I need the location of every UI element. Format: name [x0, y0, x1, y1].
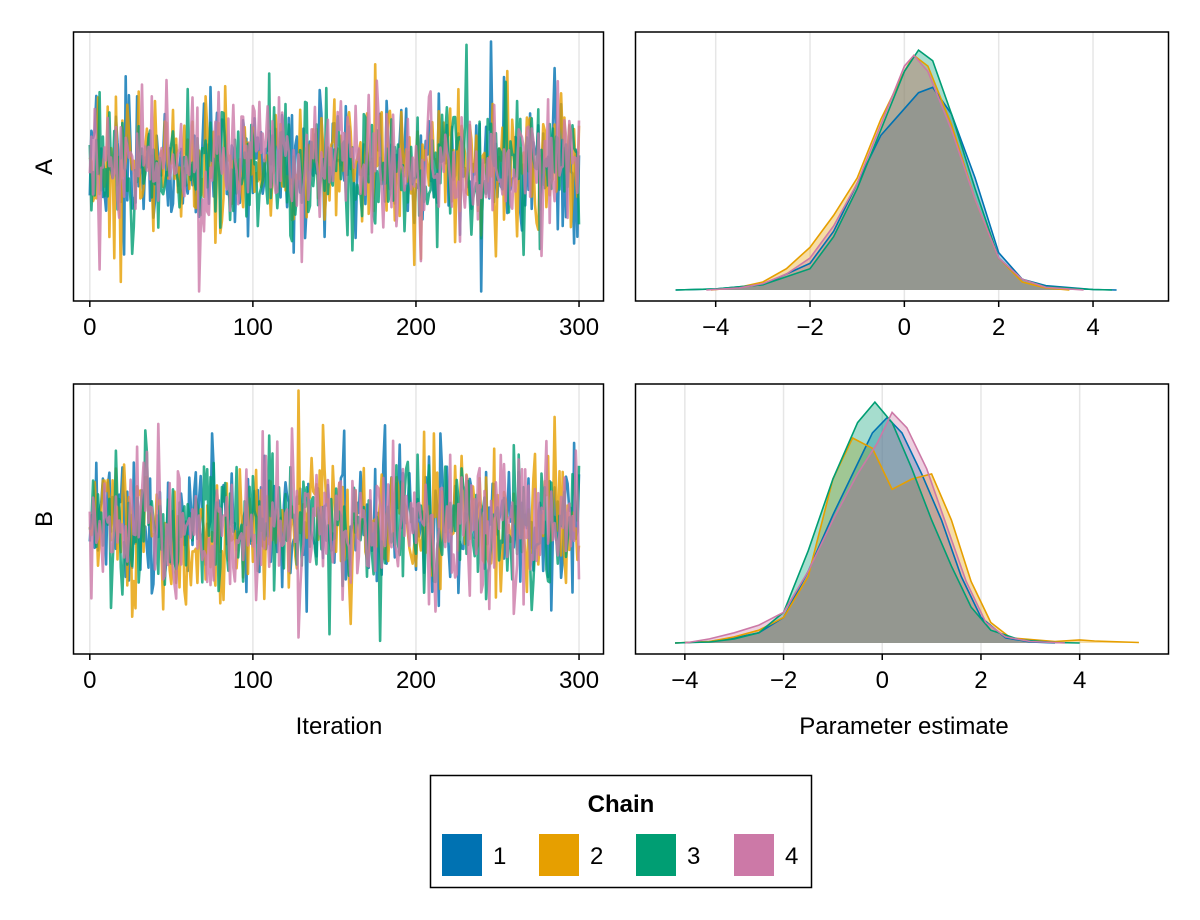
trace-1-tick-label: 0: [83, 667, 96, 694]
density-1-tick-label: −4: [671, 667, 698, 694]
density-0-frame: [634, 31, 1170, 302]
trace-0-series-chain-4: [88, 78, 581, 293]
trace-0-tick-label: 300: [559, 314, 599, 341]
legend: Chain 1 2 3 4: [429, 774, 813, 889]
legend-label-4: 4: [785, 843, 798, 870]
density-1-line-chain-2: [674, 436, 1139, 644]
trace-1-frame: [72, 383, 605, 655]
density-0-tick-label: 4: [1086, 314, 1099, 341]
density-1-line-chain-4: [684, 411, 1065, 644]
density-0-tick-label: 0: [898, 314, 911, 341]
trace-0-frame: [72, 31, 605, 302]
legend-swatch-2: [539, 834, 579, 876]
density-0-line-chain-4: [706, 54, 1084, 291]
trace-1-series-chain-4: [88, 422, 581, 639]
x-axis-label-parameter-estimate: Parameter estimate: [799, 713, 1008, 740]
density-0-tick-label: −4: [702, 314, 729, 341]
density-0-tick-label: 2: [992, 314, 1005, 341]
density-1-frame: [634, 383, 1170, 655]
row-label-b: B: [31, 511, 58, 527]
legend-label-3: 3: [687, 843, 700, 870]
trace-panel-a: 0 100 200 300: [72, 31, 605, 341]
legend-label-2: 2: [590, 843, 603, 870]
x-axis-label-iteration: Iteration: [296, 713, 383, 740]
legend-label-1: 1: [493, 843, 506, 870]
density-1-tick-label: 2: [974, 667, 987, 694]
trace-1-tick-label: 300: [559, 667, 599, 694]
density-1-tick-label: −2: [770, 667, 797, 694]
density-0-tick-label: −2: [796, 314, 823, 341]
legend-title: Chain: [588, 791, 655, 818]
legend-swatch-4: [734, 834, 774, 876]
density-1-tick-label: 0: [876, 667, 889, 694]
legend-swatch-1: [442, 834, 482, 876]
trace-0-tick-label: 200: [396, 314, 436, 341]
density-1-tick-label: 4: [1073, 667, 1086, 694]
density-panel-a: −4 −2 0 2 4: [634, 31, 1170, 341]
trace-1-tick-label: 200: [396, 667, 436, 694]
trace-0-tick-label: 100: [233, 314, 273, 341]
trace-0-tick-label: 0: [83, 314, 96, 341]
density-panel-b: −4 −2 0 2 4: [634, 383, 1170, 694]
trace-panel-b: 0 100 200 300: [72, 383, 605, 694]
legend-swatch-3: [636, 834, 676, 876]
density-1-line-chain-3: [674, 400, 1080, 644]
trace-1-tick-label: 100: [233, 667, 273, 694]
row-label-a: A: [31, 159, 58, 175]
